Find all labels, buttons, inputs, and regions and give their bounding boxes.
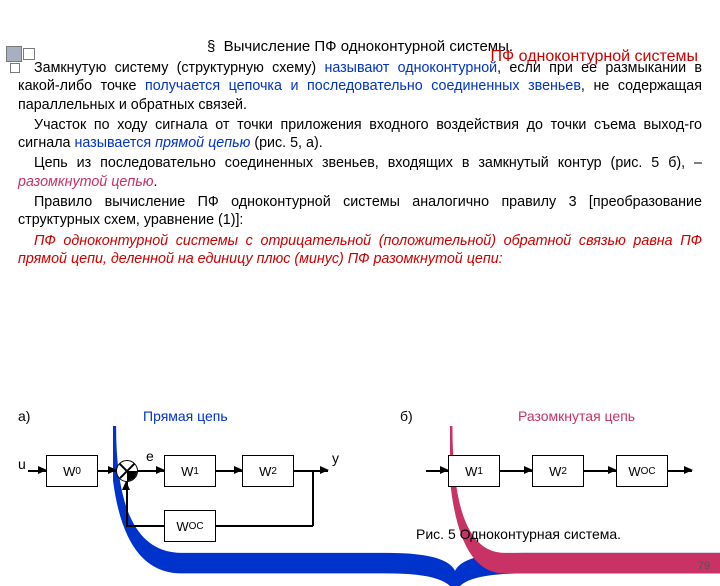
line — [126, 525, 164, 527]
label-a: а) — [18, 408, 30, 424]
arrow — [426, 470, 448, 472]
slide-title: ПФ одноконтурной системы — [491, 48, 698, 66]
block-w1: W1 — [164, 455, 216, 487]
block-w2: W2 — [242, 455, 294, 487]
brace-open — [450, 426, 720, 586]
arrow — [98, 470, 116, 472]
arrow — [500, 470, 532, 472]
block-w1-b: W1 — [448, 455, 500, 487]
signal-u: u — [18, 456, 26, 472]
arrow — [138, 470, 164, 472]
summator — [116, 460, 138, 482]
block-w0: W0 — [46, 455, 98, 487]
line — [312, 470, 314, 526]
block-woc: WОС — [164, 510, 216, 542]
diagram: а) Прямая цепь б) Разомкнутая цепь u W0 … — [18, 408, 702, 568]
arrow — [126, 482, 128, 526]
arrow — [28, 470, 46, 472]
page-number: 79 — [698, 560, 710, 572]
label-open: Разомкнутая цепь — [518, 408, 635, 424]
label-b: б) — [400, 408, 413, 424]
arrow — [216, 470, 242, 472]
line — [216, 525, 313, 527]
label-direct: Прямая цепь — [143, 408, 228, 424]
arrow — [668, 470, 692, 472]
arrow — [294, 470, 328, 472]
block-w2-b: W2 — [532, 455, 584, 487]
signal-e: e — [146, 448, 154, 464]
signal-y: y — [332, 450, 339, 466]
arrow — [584, 470, 616, 472]
body-text: Замкнутую систему (структурную схему) на… — [0, 55, 720, 268]
block-woc-b: WОС — [616, 455, 668, 487]
